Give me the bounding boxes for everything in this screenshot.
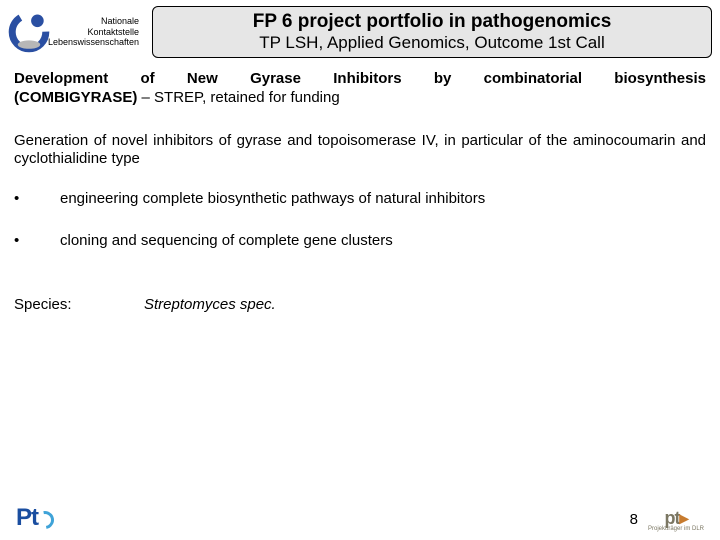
project-status: – STREP, retained for funding — [137, 89, 339, 106]
title-main: FP 6 project portfolio in pathogenomics — [159, 11, 705, 33]
project-title: Development of New Gyrase Inhibitors by … — [14, 70, 706, 108]
logo-line-1: Nationale — [48, 16, 139, 26]
fp6-swirl-icon: 6 — [8, 11, 50, 53]
species-label: Species: — [14, 296, 144, 313]
title-box: FP 6 project portfolio in pathogenomics … — [152, 6, 712, 58]
content-area: Development of New Gyrase Inhibitors by … — [0, 62, 720, 313]
project-description: Generation of novel inhibitors of gyrase… — [14, 132, 706, 170]
bullet-marker: • — [14, 189, 60, 209]
projekttraeger-logo: pt▸ Projektträger im DLR — [648, 510, 704, 532]
project-acronym: (COMBIGYRASE) — [14, 89, 137, 106]
project-line1: Development of New Gyrase Inhibitors by … — [14, 70, 706, 87]
logo-text: Nationale Kontaktstelle Lebenswissenscha… — [48, 16, 139, 47]
species-value: Streptomyces spec. — [144, 296, 276, 313]
pj-dot-icon: ▸ — [679, 508, 687, 528]
bullet-marker: • — [14, 231, 60, 251]
list-item: • engineering complete biosynthetic path… — [14, 189, 706, 209]
fp6-logo-area: 6 Nationale Kontaktstelle Lebenswissensc… — [8, 11, 148, 53]
bullet-list: • engineering complete biosynthetic path… — [14, 189, 706, 250]
header-row: 6 Nationale Kontaktstelle Lebenswissensc… — [0, 0, 720, 62]
page-number: 8 — [630, 511, 638, 528]
svg-text:6: 6 — [26, 26, 32, 38]
species-row: Species: Streptomyces spec. — [14, 296, 706, 313]
title-sub: TP LSH, Applied Genomics, Outcome 1st Ca… — [159, 33, 705, 53]
bullet-text: cloning and sequencing of complete gene … — [60, 231, 393, 251]
pj-top: pt▸ — [648, 510, 704, 526]
footer-right: 8 pt▸ Projektträger im DLR — [630, 510, 704, 532]
logo-line-3: Lebenswissenschaften — [48, 37, 139, 47]
footer: Pt 8 pt▸ Projektträger im DLR — [0, 504, 720, 532]
pj-sub: Projektträger im DLR — [648, 526, 704, 532]
logo-line-2: Kontaktstelle — [48, 27, 139, 37]
list-item: • cloning and sequencing of complete gen… — [14, 231, 706, 251]
bullet-text: engineering complete biosynthetic pathwa… — [60, 189, 485, 209]
pt-logo: Pt — [16, 504, 54, 532]
